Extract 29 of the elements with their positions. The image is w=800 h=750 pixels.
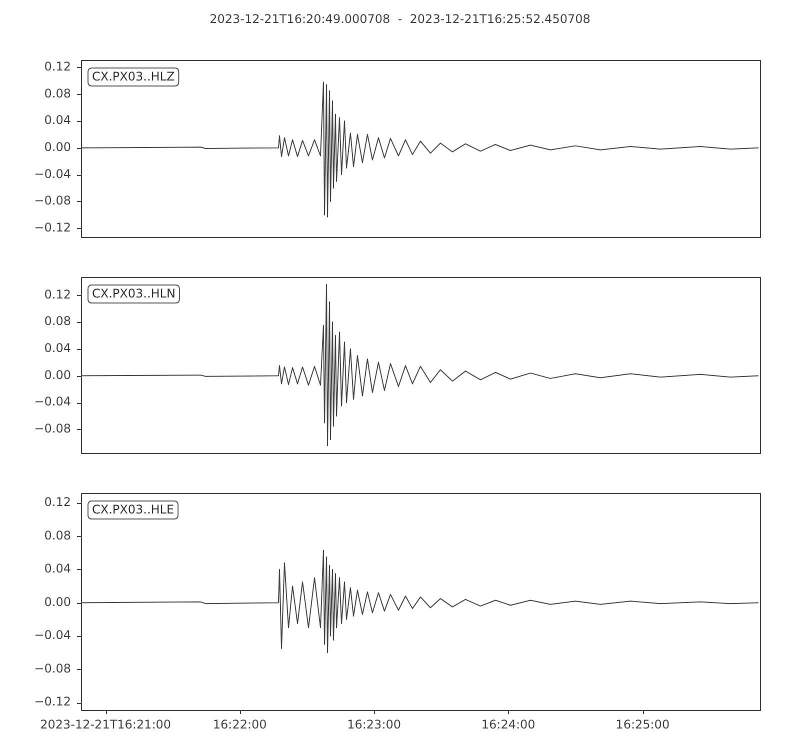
y-tick-label: 0.00 — [44, 368, 71, 382]
y-tick-label: −0.12 — [34, 694, 71, 709]
y-tick-label: 0.04 — [44, 341, 71, 356]
x-tick-label: 16:25:00 — [616, 717, 670, 732]
annotation: CX.PX03..HLN — [92, 286, 176, 301]
y-tick-label: −0.08 — [34, 661, 71, 676]
y-tick-label: 0.12 — [44, 287, 71, 302]
x-tick-label: 16:23:00 — [347, 717, 402, 732]
y-tick-label: −0.08 — [34, 194, 71, 208]
x-tick-label: 16:22:00 — [212, 717, 267, 732]
x-tick-label: 2023-12-21T16:21:00 — [40, 717, 172, 732]
y-tick-label: 0.04 — [44, 113, 71, 128]
y-tick-label: 0.12 — [44, 495, 71, 510]
x-tick-label: 16:24:00 — [481, 717, 536, 732]
y-tick-label: 0.08 — [44, 528, 71, 542]
y-tick-label: 0.08 — [44, 314, 71, 328]
chart-title: 2023-12-21T16:20:49.000708 - 2023-12-21T16:25:52.450708 — [208, 12, 592, 26]
y-tick-label: −0.04 — [34, 166, 71, 181]
y-tick-label: −0.04 — [34, 394, 71, 409]
annotation: CX.PX03..HLE — [92, 502, 174, 517]
y-tick-label: 0.00 — [44, 594, 71, 609]
y-tick-label: −0.12 — [34, 220, 71, 234]
y-tick-label: 0.12 — [44, 60, 71, 74]
annotation: CX.PX03..HLZ — [92, 70, 175, 84]
y-tick-label: −0.08 — [34, 422, 71, 436]
y-tick-label: 0.00 — [44, 140, 71, 154]
y-tick-label: 0.04 — [44, 562, 71, 576]
y-tick-label: −0.04 — [34, 628, 71, 642]
y-tick-label: 0.08 — [44, 86, 71, 100]
